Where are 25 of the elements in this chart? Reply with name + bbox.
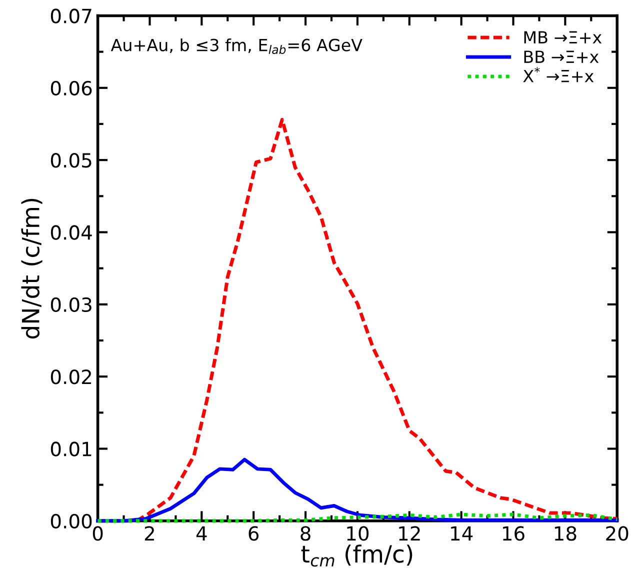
x-tick-label: 8 (300, 526, 310, 541)
legend-label: BB →Ξ+x (524, 50, 599, 63)
y-axis-title: dN/dt (c/fm) (21, 198, 42, 339)
x-tick-label: 20 (606, 526, 628, 541)
y-tick-label: 0.01 (50, 442, 92, 456)
x-tick-label: 12 (399, 526, 420, 541)
y-tick-label: 0.07 (50, 8, 92, 24)
y-tick-label: 0.06 (50, 80, 92, 96)
x-axis-title: t$_{cm}$ (fm/c) (301, 544, 412, 567)
y-tick-label: 0.04 (50, 225, 92, 240)
annotation: Au+Au, b ≤3 fm, E$_{lab}$=6 AGeV (110, 38, 362, 54)
x-tick-label: 6 (248, 526, 259, 541)
y-tick-label: 0.05 (50, 153, 92, 168)
y-tick-label: 0.00 (50, 514, 92, 529)
x-tick-label: 4 (196, 526, 207, 541)
x-tick-label: 18 (554, 526, 576, 541)
x-tick-label: 10 (347, 526, 369, 541)
x-tick-label: 14 (451, 526, 473, 541)
legend-label: MB →Ξ+x (524, 31, 602, 44)
y-tick-label: 0.03 (50, 297, 92, 312)
x-tick-label: 0 (92, 526, 103, 541)
x-tick-label: 2 (144, 526, 154, 541)
legend-label: X$^{*}$ →Ξ+x (523, 67, 594, 82)
x-tick-label: 16 (503, 526, 524, 541)
y-tick-label: 0.02 (50, 370, 91, 384)
